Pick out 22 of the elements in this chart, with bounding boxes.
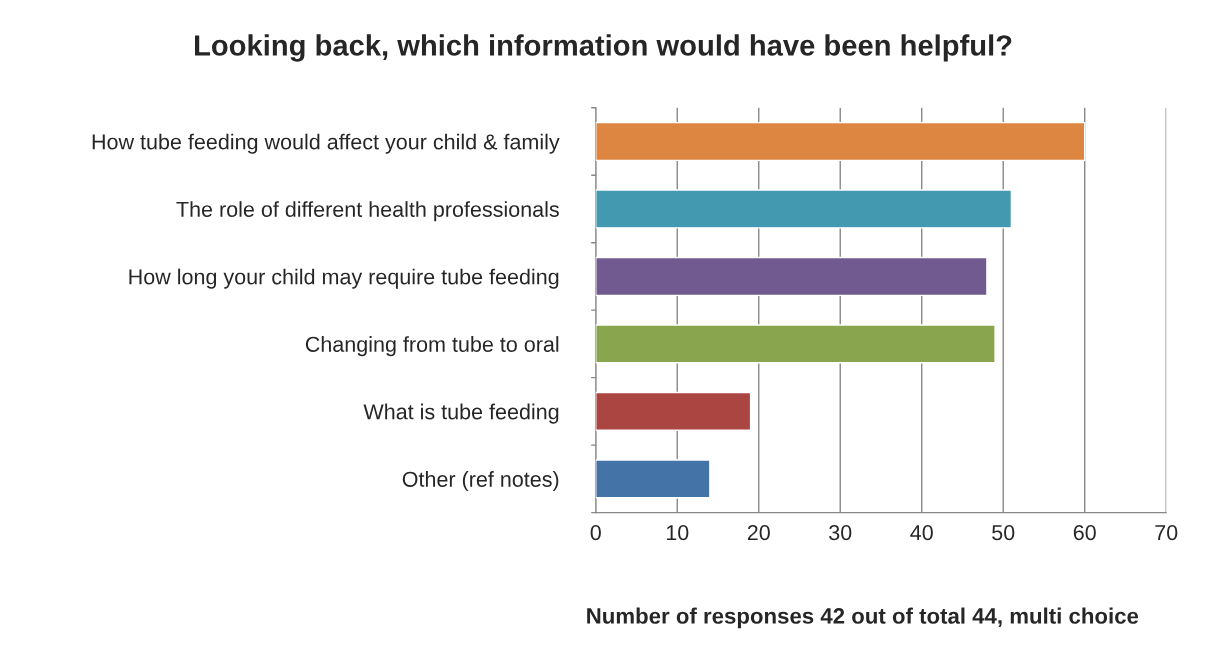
y-tick-label: Other (ref notes) bbox=[402, 471, 559, 492]
x-tick-label: 10 bbox=[666, 524, 689, 541]
y-tick-label: How long your child may require tube feeding bbox=[129, 268, 559, 289]
x-tick-label: 60 bbox=[1073, 524, 1096, 541]
bar bbox=[595, 256, 988, 297]
chart-title: Looking back, which information would have been helpful? bbox=[195, 34, 1012, 62]
y-tick-label: What is tube feeding bbox=[363, 403, 559, 424]
bar bbox=[595, 391, 752, 431]
x-axis-title: Number of responses 42 out of total 44, multi choice bbox=[587, 607, 1139, 629]
x-tick-label: 40 bbox=[910, 524, 933, 541]
bar bbox=[595, 121, 1086, 162]
x-tick-label: 0 bbox=[590, 524, 601, 541]
bar bbox=[595, 459, 711, 499]
bar bbox=[595, 189, 1013, 229]
x-tick-label: 30 bbox=[829, 524, 852, 541]
bar bbox=[595, 324, 996, 364]
x-tick-label: 70 bbox=[1155, 524, 1178, 541]
y-tick-label: Changing from tube to oral bbox=[305, 336, 559, 357]
y-tick-label: How tube feeding would affect your child & family bbox=[92, 133, 560, 154]
x-tick-label: 50 bbox=[992, 524, 1015, 541]
y-tick-label: The role of different health professionals bbox=[176, 201, 559, 222]
x-tick-label: 20 bbox=[747, 524, 770, 541]
